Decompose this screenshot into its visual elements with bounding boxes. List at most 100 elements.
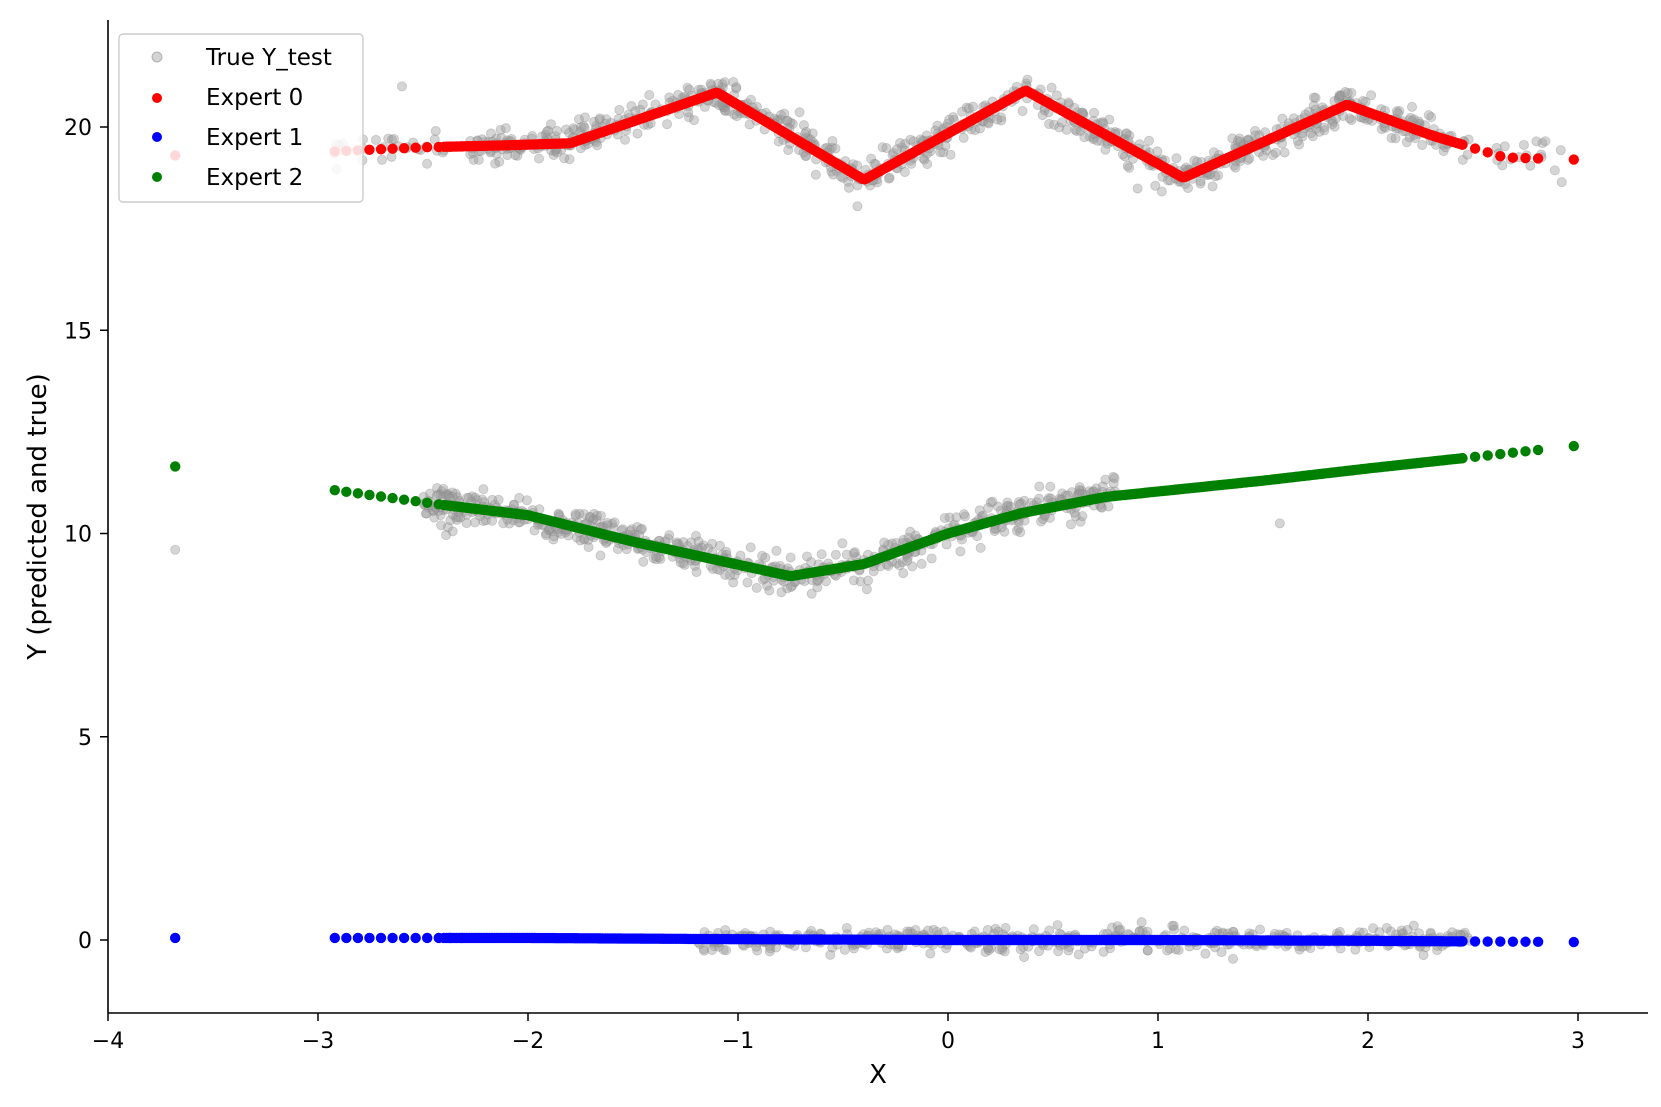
- true-y-test-point: [948, 112, 959, 123]
- true-y-test-point: [939, 513, 950, 524]
- true-y-test-point: [782, 115, 793, 126]
- true-y-test-point: [1307, 131, 1318, 142]
- true-y-test-point: [1096, 502, 1107, 513]
- true-y-test-point: [1075, 516, 1086, 527]
- expert-0-point: [410, 142, 421, 153]
- true-y-test-point: [1270, 147, 1281, 158]
- true-y-test-point: [839, 944, 850, 955]
- true-y-test-point: [905, 134, 916, 145]
- true-y-test-point: [1314, 126, 1325, 137]
- true-y-test-point: [1073, 949, 1084, 960]
- true-y-test-point: [1063, 97, 1074, 108]
- true-y-test-point: [1071, 126, 1082, 137]
- true-y-test-point: [591, 515, 602, 526]
- true-y-test-point: [574, 508, 585, 519]
- true-y-test-point: [1119, 151, 1130, 162]
- true-y-test-point: [1213, 170, 1224, 181]
- true-y-test-point: [1097, 117, 1108, 128]
- true-y-test-point: [1088, 134, 1099, 145]
- true-y-test-point: [662, 119, 673, 130]
- axes: [107, 20, 1648, 1014]
- true-y-test-point: [485, 128, 496, 139]
- true-y-test-point: [881, 142, 892, 153]
- true-y-test-point: [529, 525, 540, 536]
- true-y-test-point: [1525, 160, 1536, 171]
- true-y-test-point: [891, 144, 902, 155]
- true-y-test-point: [487, 515, 498, 526]
- true-y-test-point: [609, 517, 620, 528]
- true-y-test-point: [561, 124, 572, 135]
- true-y-test-point: [1077, 511, 1088, 522]
- true-y-test-point: [938, 147, 949, 158]
- true-y-test-point: [451, 512, 462, 523]
- true-y-test-point: [982, 924, 993, 935]
- true-y-test-point: [1037, 110, 1048, 121]
- legend-label-true-y-test: True Y_test: [205, 45, 332, 71]
- true-y-test-point: [764, 585, 775, 596]
- true-y-test-point: [1017, 106, 1028, 117]
- true-y-test-point: [918, 153, 929, 164]
- true-y-test-point: [1346, 115, 1357, 126]
- true-y-test-point: [922, 158, 933, 169]
- true-y-test-point: [388, 133, 399, 144]
- true-y-test-point: [1418, 950, 1429, 961]
- true-y-test-point: [620, 134, 631, 145]
- true-y-test-point: [1336, 90, 1347, 101]
- true-y-test-point: [435, 510, 446, 521]
- true-y-test-point: [453, 511, 464, 522]
- true-y-test-point: [997, 944, 1008, 955]
- true-y-test-point: [436, 520, 447, 531]
- true-y-test-point: [563, 530, 574, 541]
- true-y-test-point: [441, 530, 452, 541]
- true-y-test-point: [1044, 119, 1055, 130]
- true-y-test-point: [495, 124, 506, 135]
- true-y-test-point: [883, 539, 894, 550]
- expert-2-point: [1532, 444, 1544, 456]
- true-y-test-point: [800, 128, 811, 139]
- true-y-test-point: [1162, 175, 1173, 186]
- true-y-test-point: [595, 510, 606, 521]
- x-tick-label: −4: [92, 1029, 124, 1054]
- true-y-test-point: [1540, 136, 1551, 147]
- true-y-test-point: [690, 560, 701, 571]
- true-y-test-point: [1305, 128, 1316, 139]
- true-y-test-point: [699, 945, 710, 956]
- true-y-test-point: [905, 526, 916, 537]
- true-y-test-point: [548, 149, 559, 160]
- true-y-test-point: [612, 544, 623, 555]
- true-y-test-point: [422, 158, 433, 169]
- expert-2-point: [1495, 448, 1506, 460]
- expert-1-point: [1568, 936, 1580, 948]
- true-y-test-point: [961, 102, 972, 113]
- true-y-test-point: [1103, 501, 1114, 512]
- true-y-test-point: [1013, 497, 1024, 508]
- expert-1-point: [1482, 936, 1493, 947]
- expert-0-point: [1482, 147, 1493, 158]
- true-y-test-point: [602, 518, 613, 529]
- true-y-test-point: [664, 530, 675, 541]
- true-y-test-point: [910, 924, 921, 935]
- true-y-test-point: [594, 113, 605, 124]
- x-tick-label: 3: [1571, 1029, 1585, 1054]
- expert-1-point: [422, 932, 433, 944]
- true-y-test-point: [1057, 488, 1068, 499]
- true-y-test-point: [170, 544, 181, 555]
- expert-0-point: [1469, 143, 1481, 154]
- true-y-test-point: [1391, 106, 1402, 117]
- true-y-test-point: [771, 545, 782, 556]
- true-y-test-point: [383, 133, 394, 144]
- legend-marker-expert-2: [152, 172, 162, 182]
- expert-0-point: [375, 144, 387, 155]
- legend-frame: [118, 33, 364, 203]
- true-y-test-point: [990, 923, 1001, 934]
- true-y-test-point: [1076, 485, 1087, 496]
- true-y-test-point: [494, 156, 505, 167]
- true-y-test-point: [1109, 473, 1120, 484]
- true-y-test-point: [504, 518, 515, 529]
- true-y-test-point: [594, 114, 605, 125]
- x-tick-label: 0: [941, 1029, 955, 1054]
- true-y-test-point: [691, 567, 702, 578]
- true-y-test-point: [435, 489, 446, 500]
- expert-1-point: [1469, 936, 1481, 947]
- true-y-test-point: [1386, 132, 1397, 143]
